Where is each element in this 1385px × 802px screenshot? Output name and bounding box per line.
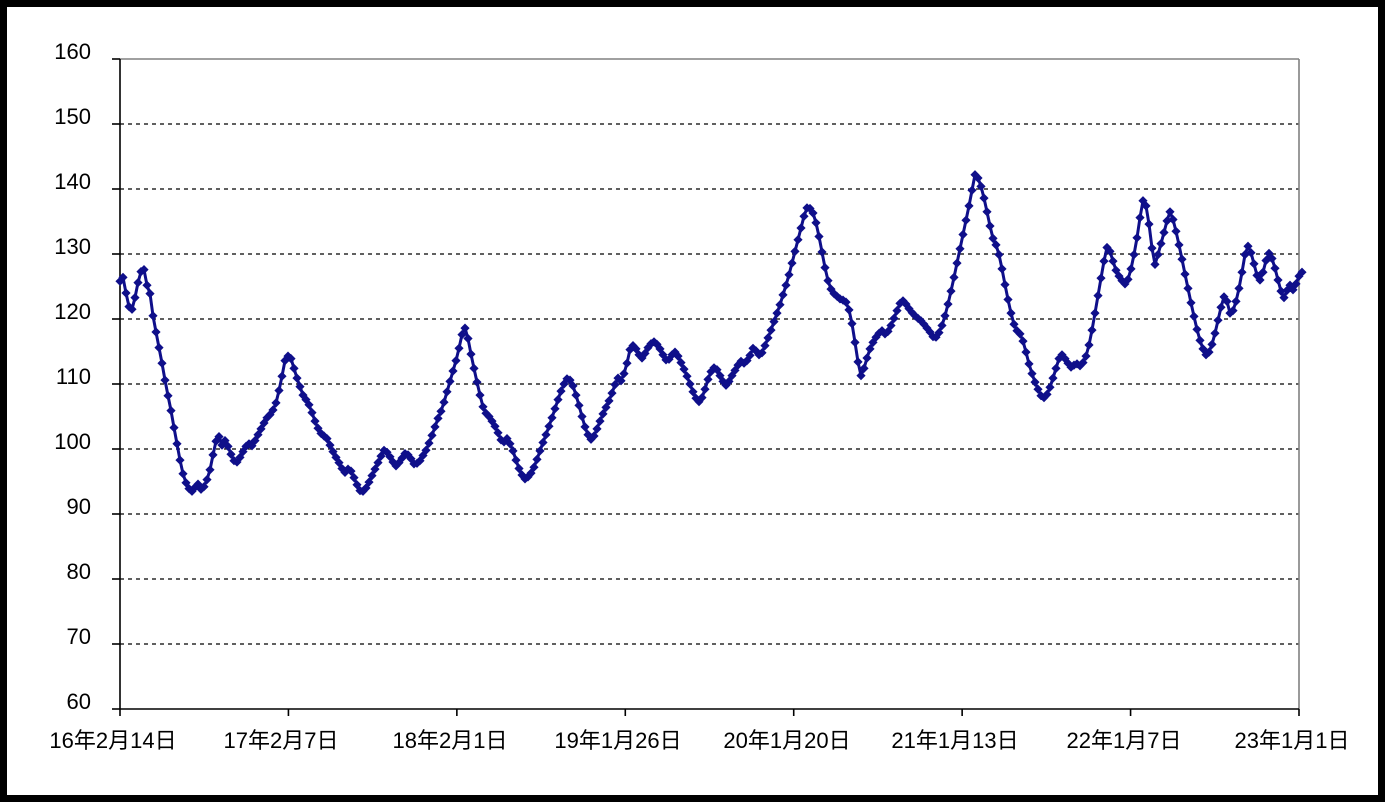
x-axis-label: 17年2月7日	[223, 728, 339, 753]
y-axis-label: 160	[54, 39, 91, 64]
x-axis-label: 22年1月7日	[1066, 728, 1182, 753]
y-axis-label: 80	[66, 559, 91, 584]
series-line	[118, 173, 1304, 493]
y-axis-label: 70	[66, 624, 91, 649]
x-axis-label: 18年2月1日	[392, 728, 508, 753]
x-axis-label: 19年1月26日	[554, 728, 682, 753]
x-axis-label: 16年2月14日	[49, 728, 177, 753]
x-axis-label: 21年1月13日	[891, 728, 1019, 753]
x-axis-label: 20年1月20日	[723, 728, 851, 753]
y-axis-label: 130	[54, 234, 91, 259]
y-axis-label: 110	[55, 364, 91, 389]
y-axis-label: 90	[66, 494, 91, 519]
y-axis-label: 120	[54, 299, 91, 324]
x-axis-label: 23年1月1日	[1234, 728, 1350, 753]
y-axis-label: 150	[54, 104, 91, 129]
y-axis-label: 100	[54, 429, 91, 454]
y-axis-label: 60	[66, 689, 91, 714]
series-diamond-markers	[115, 170, 1307, 496]
plot-area	[112, 58, 1307, 716]
y-axis-label: 140	[54, 169, 91, 194]
